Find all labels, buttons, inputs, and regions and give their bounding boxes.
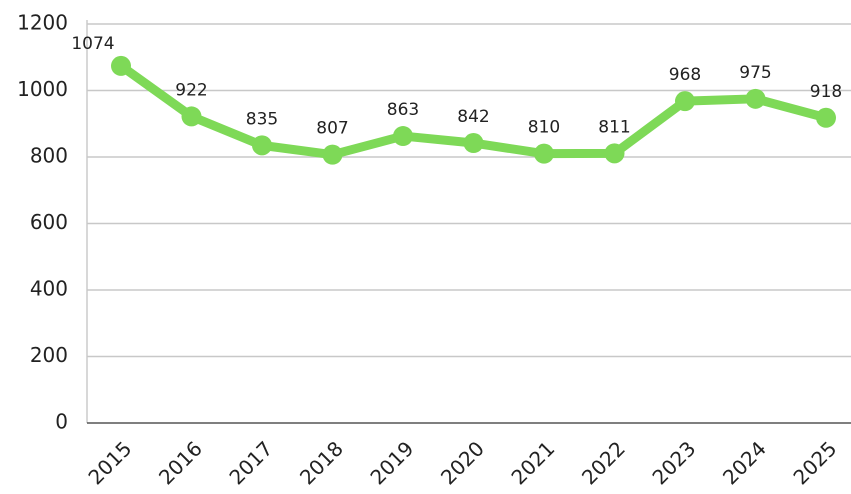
point bbox=[816, 107, 836, 128]
point bbox=[675, 91, 695, 112]
x-tick-label: 2020 bbox=[436, 436, 489, 489]
data-label: 968 bbox=[669, 65, 701, 85]
x-tick-label: 2022 bbox=[577, 436, 630, 489]
y-tick-label: 400 bbox=[30, 277, 68, 301]
y-tick-label: 0 bbox=[55, 410, 68, 434]
data-label: 807 bbox=[316, 119, 348, 139]
data-label: 975 bbox=[739, 63, 771, 83]
x-tick-label: 2025 bbox=[788, 436, 841, 489]
data-label: 810 bbox=[528, 118, 560, 138]
point bbox=[252, 135, 272, 156]
data-label: 863 bbox=[387, 100, 419, 120]
x-tick-label: 2017 bbox=[224, 436, 277, 489]
y-tick-label: 1000 bbox=[17, 77, 68, 101]
point bbox=[534, 143, 554, 164]
data-label: 835 bbox=[246, 109, 278, 129]
x-tick-label: 2021 bbox=[506, 436, 559, 489]
point bbox=[322, 144, 343, 165]
point bbox=[604, 143, 625, 164]
point bbox=[463, 133, 484, 154]
data-label: 811 bbox=[598, 117, 630, 137]
x-tick-label: 2016 bbox=[154, 436, 207, 489]
point bbox=[745, 88, 766, 109]
x-tick-label: 2024 bbox=[718, 436, 771, 489]
y-tick-label: 600 bbox=[30, 210, 68, 234]
y-tick-label: 800 bbox=[30, 144, 68, 168]
data-label: 918 bbox=[810, 82, 842, 102]
y-tick-label: 1200 bbox=[17, 11, 68, 35]
data-label: 1074 bbox=[71, 34, 114, 54]
x-tick-label: 2019 bbox=[365, 436, 418, 489]
x-tick-label: 2015 bbox=[83, 436, 136, 489]
x-tick-label: 2018 bbox=[295, 436, 348, 489]
data-label: 922 bbox=[175, 80, 207, 100]
point bbox=[181, 106, 202, 127]
y-tick-label: 200 bbox=[30, 343, 68, 367]
x-tick-label: 2023 bbox=[647, 436, 700, 489]
point bbox=[111, 55, 131, 76]
data-label: 842 bbox=[457, 107, 489, 127]
point bbox=[393, 126, 413, 147]
